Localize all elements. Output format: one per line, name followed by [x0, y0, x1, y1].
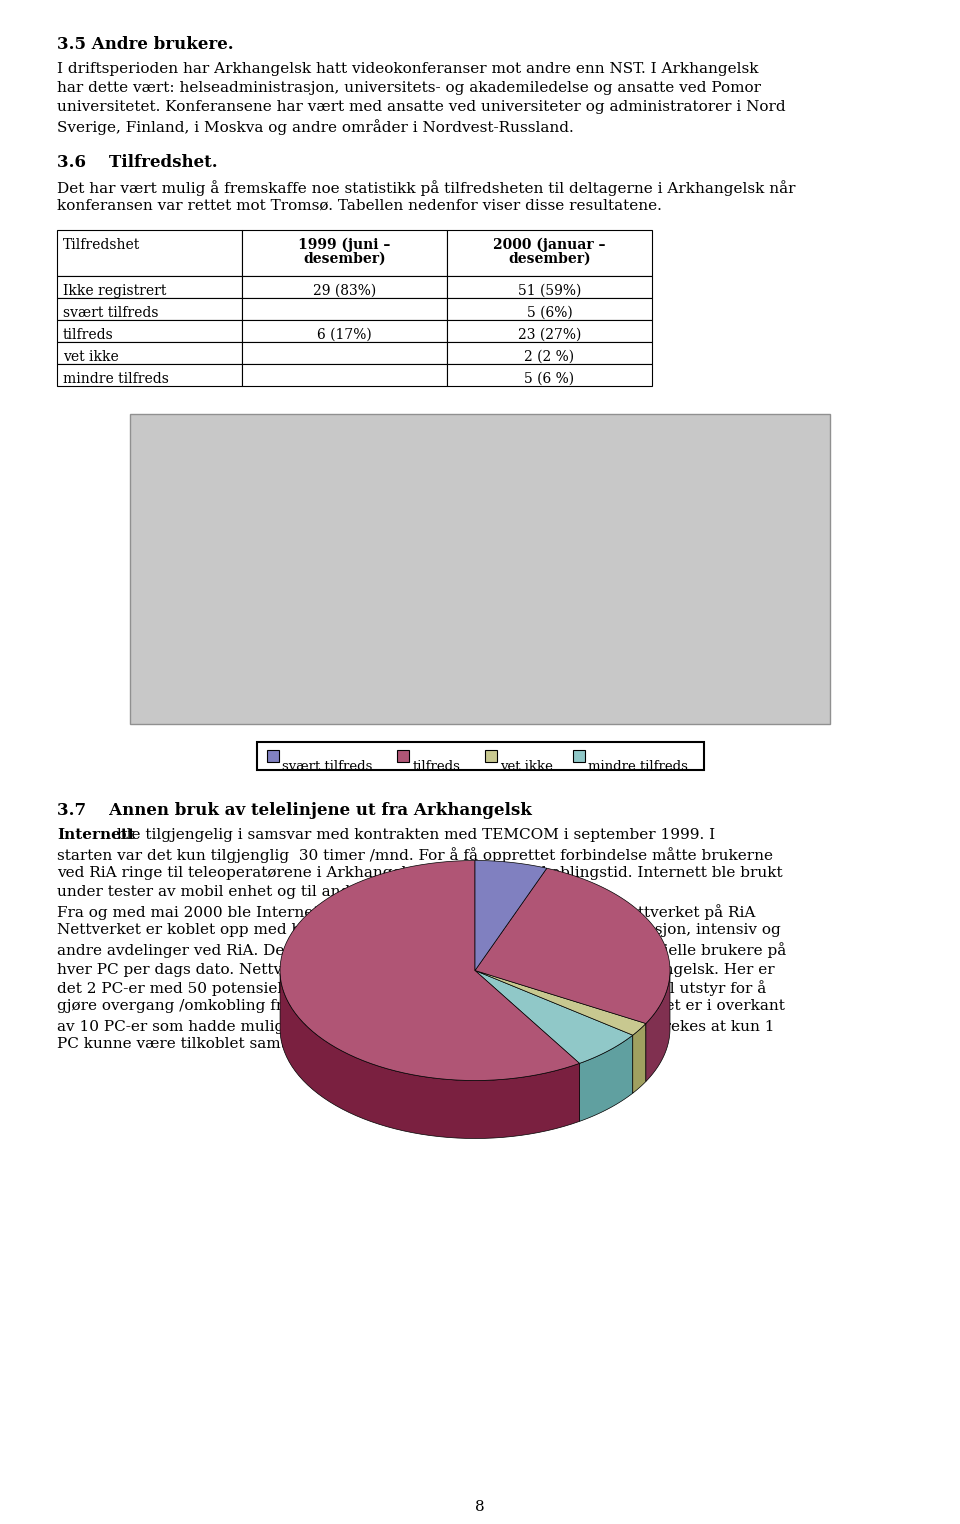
Text: mindre tilfreds: mindre tilfreds [63, 372, 169, 386]
Polygon shape [475, 971, 633, 1064]
Bar [447, 299, 652, 320]
Text: universitetet. Konferansene har vært med ansatte ved universiteter og administra: universitetet. Konferansene har vært med… [57, 101, 785, 114]
Text: mindre tilfreds: mindre tilfreds [588, 760, 688, 773]
Bar [57, 276, 242, 299]
Text: Nettverket er koblet opp med brukere fra telemedisinsk avdeling, administrasjon,: Nettverket er koblet opp med brukere fra… [57, 924, 780, 937]
Polygon shape [280, 861, 580, 1081]
Text: vet ikke: vet ikke [63, 351, 119, 364]
Text: hver PC per dags dato. Nettverket var også knyttet til Barnesykehuset i Arkhange: hver PC per dags dato. Nettverket var og… [57, 962, 775, 977]
Polygon shape [475, 971, 646, 1035]
Bar [57, 230, 242, 276]
Text: 1999 (juni –: 1999 (juni – [299, 238, 391, 253]
Bar [396, 750, 409, 762]
Polygon shape [646, 971, 670, 1082]
Text: konferansen var rettet mot Tromsø. Tabellen nedenfor viser disse resultatene.: konferansen var rettet mot Tromsø. Tabel… [57, 200, 661, 213]
Text: tilfreds: tilfreds [413, 760, 461, 773]
Text: ble tilgjengelig i samsvar med kontrakten med TEMCOM i september 1999. I: ble tilgjengelig i samsvar med kontrakte… [112, 828, 715, 841]
Text: Ikke registrert: Ikke registrert [63, 283, 166, 299]
Text: 3.5 Andre brukere.: 3.5 Andre brukere. [57, 37, 233, 53]
Text: 6 (17%): 6 (17%) [317, 328, 372, 341]
Polygon shape [475, 869, 670, 1024]
Polygon shape [280, 974, 580, 1138]
Text: vet ikke: vet ikke [500, 760, 553, 773]
Bar [57, 299, 242, 320]
Bar [447, 364, 652, 386]
Text: 2 (2 %): 2 (2 %) [524, 351, 575, 364]
Text: I driftsperioden har Arkhangelsk hatt videokonferanser mot andre enn NST. I Arkh: I driftsperioden har Arkhangelsk hatt vi… [57, 62, 758, 76]
Bar [57, 364, 242, 386]
Text: 29 (83%): 29 (83%) [313, 283, 376, 299]
Bar [57, 341, 242, 364]
Bar [267, 750, 278, 762]
Text: tilfreds: tilfreds [63, 328, 113, 341]
Bar [447, 320, 652, 341]
Text: 51 (59%): 51 (59%) [517, 283, 581, 299]
Bar [57, 320, 242, 341]
Text: svært tilfreds: svært tilfreds [282, 760, 372, 773]
Text: PC kunne være tilkoblet samtidig.: PC kunne være tilkoblet samtidig. [57, 1036, 321, 1052]
Bar [130, 415, 830, 724]
Text: 5 (6%): 5 (6%) [527, 306, 572, 320]
Text: andre avdelinger ved RiA. Dette utgjør til sammen 10 PC-er med 20-30 potensielle: andre avdelinger ved RiA. Dette utgjør t… [57, 942, 786, 959]
Bar [242, 320, 447, 341]
Text: 8: 8 [475, 1500, 485, 1513]
Text: 3.7    Annen bruk av telelinjene ut fra Arkhangelsk: 3.7 Annen bruk av telelinjene ut fra Ark… [57, 802, 532, 818]
Bar [242, 299, 447, 320]
Text: desember): desember) [303, 251, 386, 267]
Bar [242, 230, 447, 276]
Bar [242, 364, 447, 386]
Text: desember): desember) [508, 251, 590, 267]
Bar [572, 750, 585, 762]
Text: 2000 (januar –: 2000 (januar – [493, 238, 606, 253]
Text: Sverige, Finland, i Moskva og andre områder i Nordvest-Russland.: Sverige, Finland, i Moskva og andre områ… [57, 119, 574, 136]
Text: har dette vært: helseadministrasjon, universitets- og akademiledelse og ansatte : har dette vært: helseadministrasjon, uni… [57, 81, 761, 94]
Text: svært tilfreds: svært tilfreds [63, 306, 158, 320]
Bar [447, 276, 652, 299]
Text: Det har vært mulig å fremskaffe noe statistikk på tilfredsheten til deltagerne i: Det har vært mulig å fremskaffe noe stat… [57, 180, 796, 197]
Text: under tester av mobil enhet og til andre behov relatert til telemedisin.: under tester av mobil enhet og til andre… [57, 885, 602, 899]
Text: Fra og med mai 2000 ble Internett kontinuerlig tilgjengelig  for hele PC-nettver: Fra og med mai 2000 ble Internett kontin… [57, 904, 756, 920]
Text: av 10 PC-er som hadde muligheten til å koble seg til Internett, må det understre: av 10 PC-er som hadde muligheten til å k… [57, 1018, 775, 1033]
Bar [242, 341, 447, 364]
Bar [447, 341, 652, 364]
Text: 5 (6 %): 5 (6 %) [524, 372, 575, 386]
Text: Internett: Internett [57, 828, 134, 841]
Bar [242, 276, 447, 299]
Text: gjøre overgang /omkobling fra videokonferanse til Internett lettvint. Selv om de: gjøre overgang /omkobling fra videokonfe… [57, 1000, 785, 1013]
Polygon shape [475, 861, 547, 971]
Text: Tilfredshet: Tilfredshet [63, 238, 140, 251]
Polygon shape [580, 1035, 633, 1122]
Text: starten var det kun tilgjenglig  30 timer /mnd. For å få opprettet forbindelse m: starten var det kun tilgjenglig 30 timer… [57, 847, 773, 863]
Bar [447, 230, 652, 276]
Bar [256, 742, 704, 770]
Polygon shape [633, 1024, 646, 1093]
Text: 23 (27%): 23 (27%) [517, 328, 581, 341]
Bar [485, 750, 496, 762]
Text: 3.6    Tilfredshet.: 3.6 Tilfredshet. [57, 154, 218, 171]
Text: ved RiA ringe til teleoperatørene i Arkhangelsk og bestille oppkoblingstid. Inte: ved RiA ringe til teleoperatørene i Arkh… [57, 866, 782, 879]
Text: det 2 PC-er med 50 potensielle brukere på hver PC. TEMCOM bidro med en del utsty: det 2 PC-er med 50 potensielle brukere p… [57, 980, 766, 995]
